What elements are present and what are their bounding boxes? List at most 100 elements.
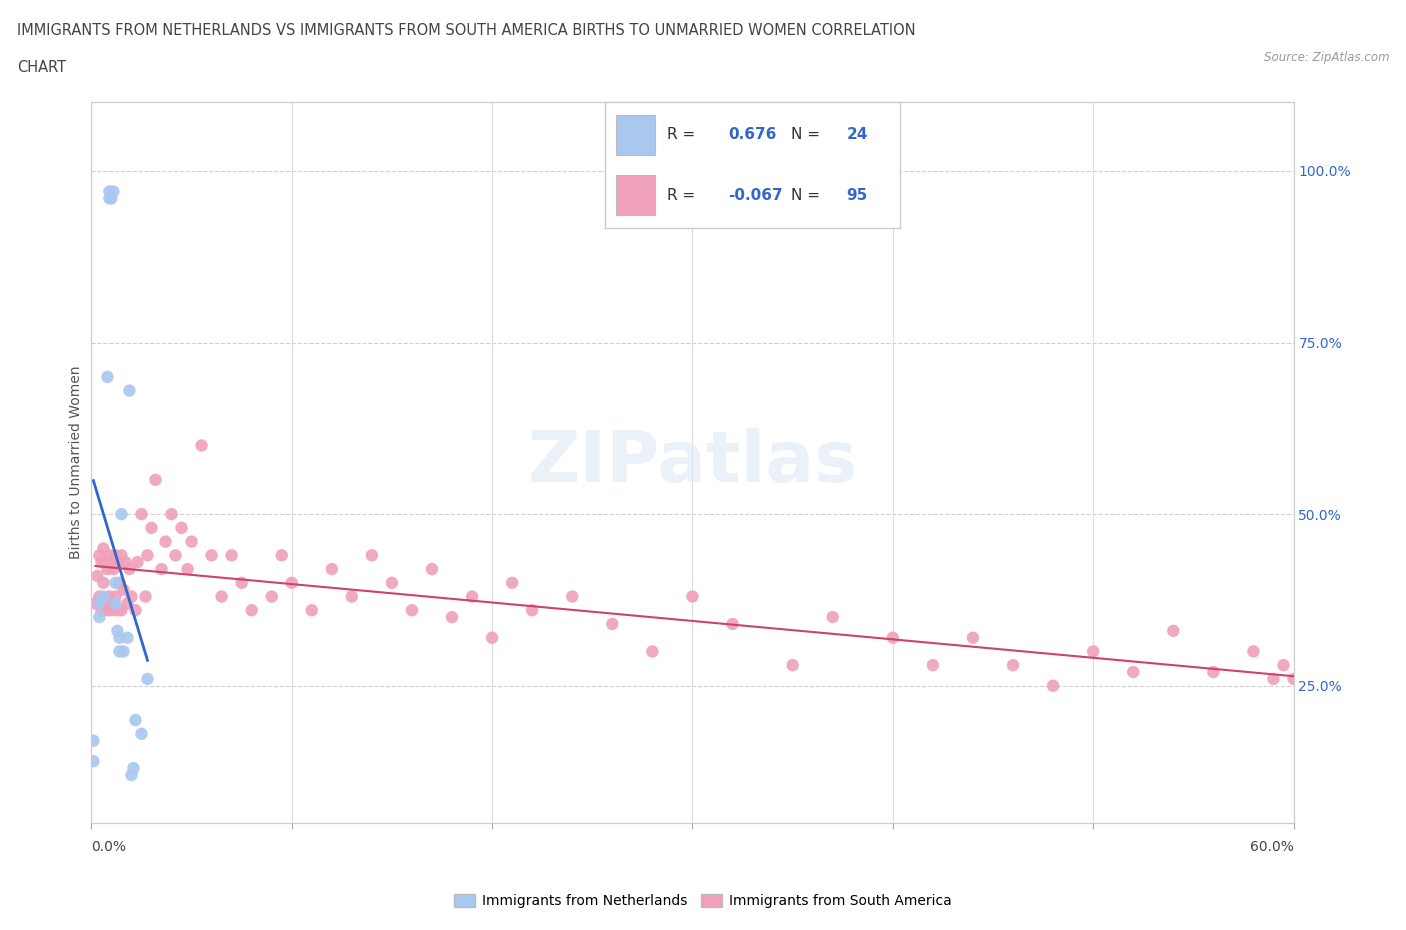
Point [231, 576, 253, 591]
Point [94, 596, 117, 611]
Point [134, 589, 156, 604]
Point [1403, 699, 1406, 714]
Text: 0.676: 0.676 [728, 127, 778, 142]
Point [110, 548, 132, 563]
Point [98, 191, 121, 206]
Point [90, 555, 112, 570]
Point [93, 576, 115, 591]
Point [100, 555, 122, 570]
Point [1202, 665, 1225, 680]
Point [112, 644, 135, 658]
Point [100, 603, 122, 618]
Point [461, 589, 484, 604]
Point [1163, 623, 1185, 638]
Point [136, 548, 159, 563]
Point [1302, 699, 1324, 714]
Point [110, 507, 132, 522]
Point [201, 548, 224, 563]
Point [89, 610, 111, 625]
Text: IMMIGRANTS FROM NETHERLANDS VS IMMIGRANTS FROM SOUTH AMERICA BIRTHS TO UNMARRIED: IMMIGRANTS FROM NETHERLANDS VS IMMIGRANT… [17, 23, 915, 38]
Point [89, 596, 111, 611]
Point [1001, 658, 1024, 672]
Point [108, 644, 131, 658]
Point [141, 521, 163, 536]
Text: 0.0%: 0.0% [91, 840, 127, 854]
Point [321, 562, 343, 577]
Bar [616, 114, 655, 155]
Text: ZIPatlas: ZIPatlas [527, 428, 858, 498]
Point [1042, 678, 1064, 693]
Point [108, 576, 131, 591]
Point [104, 548, 127, 563]
Point [131, 726, 153, 741]
Point [98, 184, 121, 199]
Point [1243, 644, 1265, 658]
Point [84, 596, 107, 611]
Point [104, 589, 127, 604]
Point [89, 548, 111, 563]
Point [522, 603, 544, 618]
Point [1263, 671, 1285, 686]
Point [1122, 665, 1144, 680]
Text: -0.067: -0.067 [728, 188, 783, 203]
Point [1343, 644, 1365, 658]
Text: Source: ZipAtlas.com: Source: ZipAtlas.com [1264, 51, 1389, 64]
Legend: Immigrants from Netherlands, Immigrants from South America: Immigrants from Netherlands, Immigrants … [449, 889, 957, 914]
Text: 60.0%: 60.0% [1250, 840, 1294, 854]
Point [160, 507, 183, 522]
Point [1282, 671, 1305, 686]
Point [962, 631, 984, 645]
Point [82, 754, 104, 769]
Point [93, 589, 115, 604]
Point [112, 582, 135, 597]
Point [107, 603, 129, 618]
Point [100, 191, 122, 206]
Point [401, 603, 423, 618]
Point [131, 507, 153, 522]
Point [108, 631, 131, 645]
Text: 24: 24 [846, 127, 868, 142]
Point [103, 184, 125, 199]
Point [89, 589, 111, 604]
Point [821, 610, 844, 625]
Text: N =: N = [790, 188, 824, 203]
Point [107, 555, 129, 570]
Point [82, 733, 104, 748]
Point [117, 596, 139, 611]
Point [121, 589, 143, 604]
Point [127, 555, 149, 570]
Point [94, 555, 117, 570]
Point [96, 562, 118, 577]
Point [260, 589, 283, 604]
Point [122, 761, 145, 776]
Point [481, 631, 503, 645]
Point [240, 603, 263, 618]
Point [602, 617, 624, 631]
Point [190, 438, 212, 453]
Point [110, 603, 132, 618]
Point [882, 631, 904, 645]
Point [155, 534, 177, 549]
Point [782, 658, 804, 672]
Text: CHART: CHART [17, 60, 66, 75]
Point [180, 534, 202, 549]
Text: N =: N = [790, 127, 824, 142]
Point [561, 589, 583, 604]
Point [114, 555, 136, 570]
Point [1362, 671, 1385, 686]
Point [211, 589, 233, 604]
Point [922, 658, 945, 672]
Point [104, 596, 127, 611]
Text: 95: 95 [846, 188, 868, 203]
Point [270, 548, 292, 563]
Point [136, 671, 159, 686]
Point [281, 576, 304, 591]
Y-axis label: Births to Unmarried Women: Births to Unmarried Women [69, 365, 83, 560]
Point [301, 603, 323, 618]
Point [96, 603, 118, 618]
Point [721, 617, 744, 631]
Point [1323, 712, 1346, 727]
Point [96, 369, 118, 384]
Point [93, 541, 115, 556]
Point [1083, 644, 1105, 658]
